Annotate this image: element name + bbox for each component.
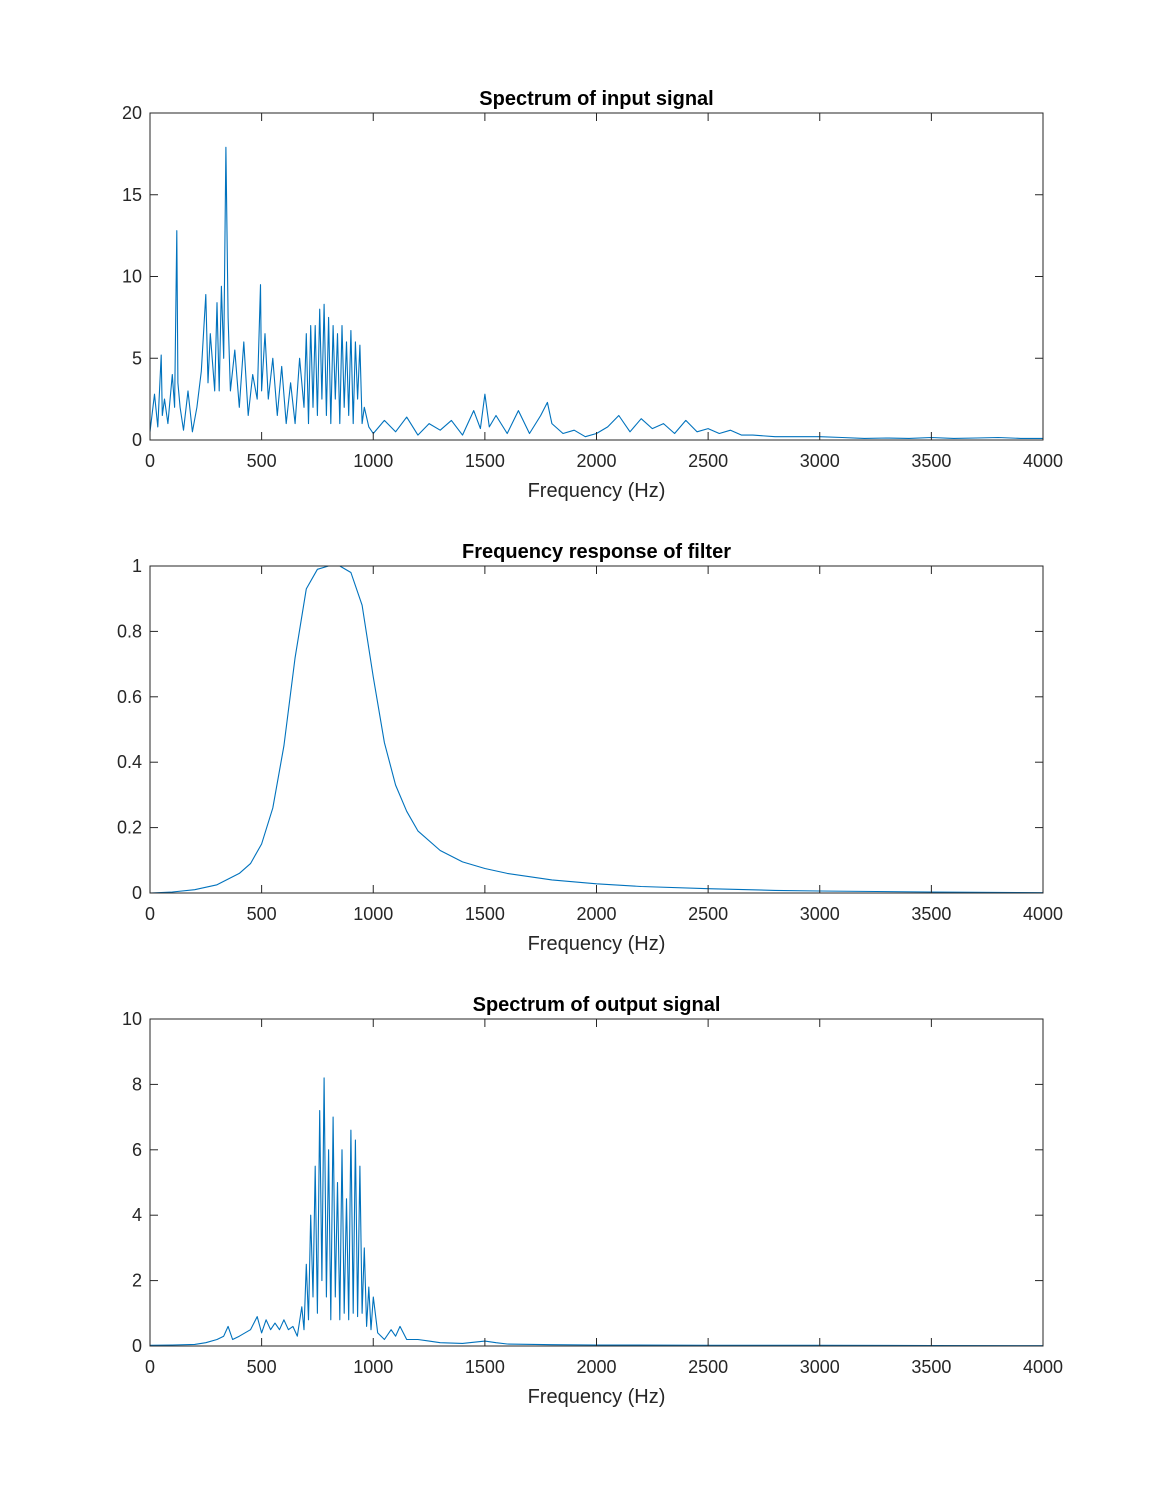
output-axes-box: [149, 1018, 1044, 1347]
input-xtick-label: 1000: [353, 451, 393, 471]
input-xtick-label: 3000: [800, 451, 840, 471]
filter-ytick-label: 0: [132, 883, 142, 903]
filter-ytick-label: 0.4: [117, 752, 142, 772]
input-ytick-label: 0: [132, 430, 142, 450]
input-ytick-label: 20: [122, 103, 142, 123]
output-ytick-label: 10: [122, 1009, 142, 1029]
filter-xtick-label: 1500: [465, 904, 505, 924]
output-ytick-label: 6: [132, 1140, 142, 1160]
filter-ytick-label: 0.6: [117, 687, 142, 707]
filter-xtick-label: 2000: [576, 904, 616, 924]
filter-xtick-label: 2500: [688, 904, 728, 924]
input-ytick-label: 10: [122, 267, 142, 287]
output-chart-title: Spectrum of output signal: [473, 994, 721, 1016]
filter-xtick-label: 3000: [800, 904, 840, 924]
input-series-line-0: [149, 146, 1043, 439]
input-ytick-label: 5: [132, 348, 142, 368]
input-ytick-label: 15: [122, 185, 142, 205]
output-ytick-label: 4: [132, 1205, 142, 1225]
output-ytick-label: 2: [132, 1271, 142, 1291]
filter-series-line-0: [149, 565, 1044, 894]
output-xtick-label: 2500: [688, 1357, 728, 1377]
output-x-axis-label: Frequency (Hz): [528, 1386, 666, 1408]
output-xtick-label: 1500: [465, 1357, 505, 1377]
output-ytick-label: 8: [132, 1074, 142, 1094]
input-xtick-label: 1500: [465, 451, 505, 471]
output-xtick-label: 1000: [353, 1357, 393, 1377]
output-xtick-label: 2000: [576, 1357, 616, 1377]
filter-x-axis-label: Frequency (Hz): [528, 933, 666, 955]
input-x-axis-label: Frequency (Hz): [528, 480, 666, 502]
input-xtick-label: 500: [247, 451, 277, 471]
chart-input: 0 500 1000 1500 2000 2500 3000 3500 4000 0 5 10 15 20…: [122, 88, 1063, 502]
output-xtick-label: 0: [145, 1357, 155, 1377]
filter-axes-box: [149, 565, 1044, 894]
input-xtick-label: 4000: [1023, 451, 1063, 471]
output-xtick-label: 500: [247, 1357, 277, 1377]
filter-xtick-label: 0: [145, 904, 155, 924]
input-xtick-label: 0: [145, 451, 155, 471]
filter-ytick-label: 0.2: [117, 818, 142, 838]
filter-xtick-label: 1000: [353, 904, 393, 924]
filter-xtick-label: 500: [247, 904, 277, 924]
filter-ytick-label: 0.8: [117, 621, 142, 641]
filter-ytick-label: 1: [132, 556, 142, 576]
filter-xtick-label: 3500: [911, 904, 951, 924]
output-series-line-0: [149, 1077, 1044, 1347]
chart-output: 0 500 1000 1500 2000 2500 3000 3500 4000 0 2 4 6 8 10 S…: [122, 994, 1063, 1408]
input-xtick-label: 2000: [576, 451, 616, 471]
input-chart-title: Spectrum of input signal: [479, 88, 713, 110]
output-xtick-label: 3500: [911, 1357, 951, 1377]
input-xtick-label: 2500: [688, 451, 728, 471]
filter-chart-title: Frequency response of filter: [462, 541, 731, 563]
output-xtick-label: 3000: [800, 1357, 840, 1377]
chart-filter: 0 500 1000 1500 2000 2500 3000 3500 4000 0 0.2 0.4 0…: [117, 541, 1063, 955]
output-xtick-label: 4000: [1023, 1357, 1063, 1377]
filter-xtick-label: 4000: [1023, 904, 1063, 924]
output-ytick-label: 0: [132, 1336, 142, 1356]
input-xtick-label: 3500: [911, 451, 951, 471]
